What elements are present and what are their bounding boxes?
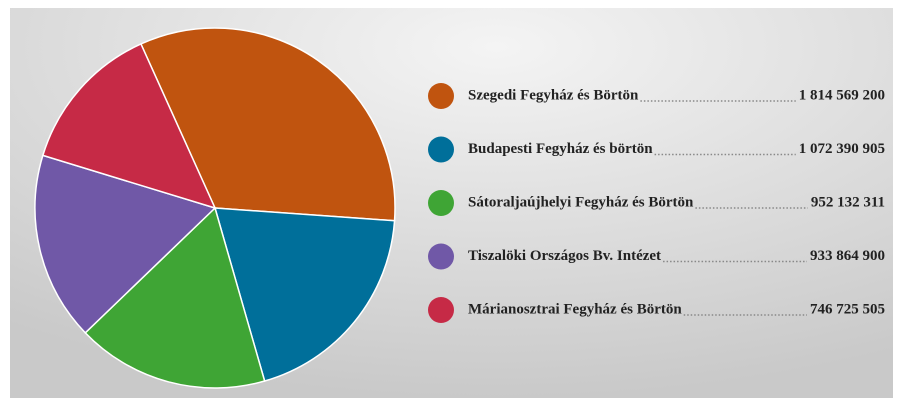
value-label: 1 814 569 200 <box>799 87 885 103</box>
legend-swatch <box>428 243 454 270</box>
legend-swatch <box>428 190 454 216</box>
value-label: 746 725 505 <box>810 301 885 317</box>
legend-label: Sátoraljaújhelyi Fegyház és Börtön <box>468 194 694 210</box>
pie-slice <box>41 42 217 210</box>
value-label: 952 132 311 <box>811 194 885 210</box>
legend-swatch <box>428 297 454 323</box>
legend-label: Tiszalöki Országos Bv. Intézet <box>468 248 661 264</box>
legend-swatch <box>428 83 454 109</box>
pie-slice <box>139 27 396 222</box>
pie-slice <box>34 154 217 334</box>
legend-label: Szegedi Fegyház és Börtön <box>468 87 639 103</box>
pie-slice <box>84 206 266 389</box>
legend-label: Márianosztrai Fegyház és Börtön <box>468 301 682 317</box>
legend-swatch <box>428 136 454 163</box>
value-label: 1 072 390 905 <box>799 141 885 157</box>
legend-label: Budapesti Fegyház és börtön <box>468 141 653 157</box>
value-label: 933 864 900 <box>810 248 885 264</box>
pie-slice <box>213 207 396 382</box>
